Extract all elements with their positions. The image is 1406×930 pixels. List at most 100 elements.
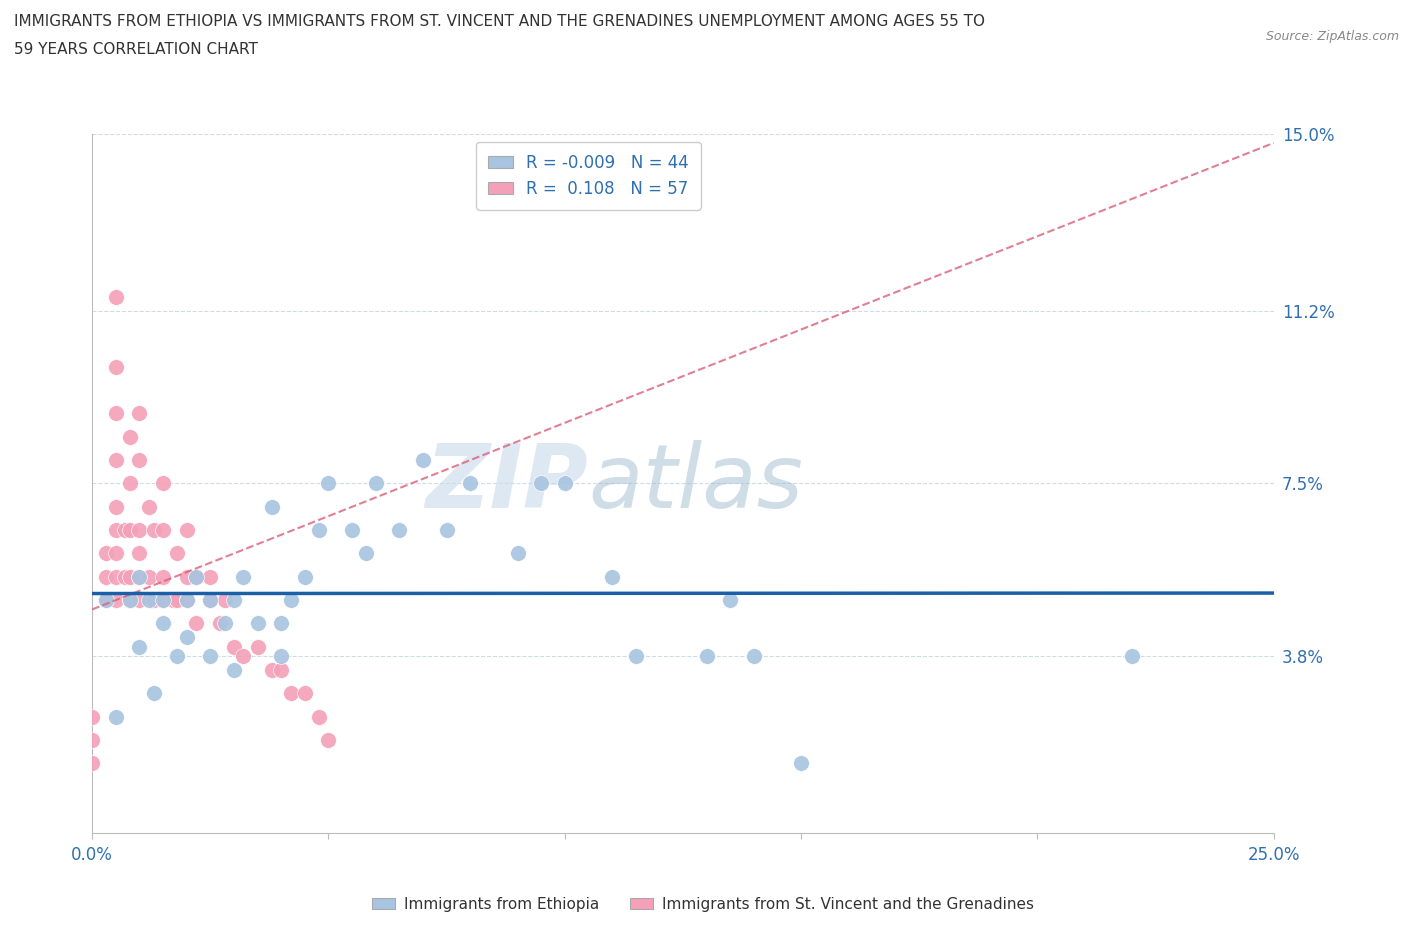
Point: [214, 592, 236, 607]
Text: 59 YEARS CORRELATION CHART: 59 YEARS CORRELATION CHART: [14, 42, 257, 57]
Point: [152, 476, 174, 491]
Text: Source: ZipAtlas.com: Source: ZipAtlas.com: [1265, 30, 1399, 43]
Point: [118, 569, 141, 584]
Point: [718, 592, 741, 607]
Point: [530, 476, 553, 491]
Point: [96, 569, 118, 584]
Point: [104, 406, 127, 421]
Point: [166, 546, 188, 561]
Point: [128, 639, 150, 654]
Point: [128, 406, 150, 421]
Point: [222, 592, 245, 607]
Point: [214, 616, 236, 631]
Point: [128, 592, 150, 607]
Point: [176, 523, 198, 538]
Point: [82, 710, 104, 724]
Point: [176, 592, 198, 607]
Point: [222, 639, 245, 654]
Point: [166, 648, 188, 663]
Point: [186, 569, 208, 584]
Point: [790, 756, 813, 771]
Point: [114, 523, 136, 538]
Point: [294, 569, 316, 584]
Point: [280, 686, 302, 701]
Point: [388, 523, 411, 538]
Point: [356, 546, 378, 561]
Legend: R = -0.009   N = 44, R =  0.108   N = 57: R = -0.009 N = 44, R = 0.108 N = 57: [477, 142, 700, 209]
Point: [232, 569, 254, 584]
Point: [104, 359, 127, 374]
Point: [104, 710, 127, 724]
Text: ZIP: ZIP: [426, 440, 588, 527]
Point: [246, 616, 269, 631]
Point: [186, 616, 208, 631]
Point: [142, 523, 165, 538]
Point: [82, 756, 104, 771]
Point: [412, 453, 434, 468]
Point: [128, 523, 150, 538]
Point: [104, 499, 127, 514]
Point: [308, 523, 330, 538]
Point: [176, 630, 198, 644]
Point: [104, 523, 127, 538]
Point: [294, 686, 316, 701]
Point: [260, 499, 283, 514]
Point: [152, 569, 174, 584]
Point: [280, 592, 302, 607]
Point: [82, 733, 104, 748]
Point: [104, 453, 127, 468]
Point: [340, 523, 363, 538]
Point: [260, 663, 283, 678]
Point: [128, 453, 150, 468]
Point: [624, 648, 647, 663]
Point: [742, 648, 765, 663]
Point: [208, 616, 231, 631]
Point: [308, 710, 330, 724]
Point: [186, 569, 208, 584]
Point: [200, 648, 222, 663]
Point: [364, 476, 387, 491]
Point: [222, 663, 245, 678]
Point: [458, 476, 481, 491]
Point: [200, 569, 222, 584]
Point: [138, 499, 160, 514]
Point: [318, 476, 340, 491]
Text: atlas: atlas: [588, 441, 803, 526]
Point: [128, 546, 150, 561]
Point: [128, 569, 150, 584]
Point: [696, 648, 718, 663]
Point: [270, 648, 292, 663]
Legend: Immigrants from Ethiopia, Immigrants from St. Vincent and the Grenadines: Immigrants from Ethiopia, Immigrants fro…: [366, 891, 1040, 918]
Point: [104, 569, 127, 584]
Point: [554, 476, 576, 491]
Point: [436, 523, 458, 538]
Point: [162, 592, 184, 607]
Point: [96, 592, 118, 607]
Point: [118, 430, 141, 445]
Point: [104, 289, 127, 304]
Point: [200, 592, 222, 607]
Point: [152, 592, 174, 607]
Point: [246, 639, 269, 654]
Point: [270, 663, 292, 678]
Point: [506, 546, 529, 561]
Point: [152, 592, 174, 607]
Point: [200, 592, 222, 607]
Point: [600, 569, 623, 584]
Point: [176, 592, 198, 607]
Point: [1121, 648, 1143, 663]
Point: [152, 523, 174, 538]
Point: [118, 476, 141, 491]
Point: [138, 592, 160, 607]
Point: [114, 569, 136, 584]
Point: [270, 616, 292, 631]
Point: [232, 648, 254, 663]
Point: [318, 733, 340, 748]
Point: [138, 569, 160, 584]
Point: [152, 616, 174, 631]
Point: [166, 592, 188, 607]
Point: [118, 592, 141, 607]
Point: [142, 592, 165, 607]
Point: [128, 569, 150, 584]
Point: [96, 592, 118, 607]
